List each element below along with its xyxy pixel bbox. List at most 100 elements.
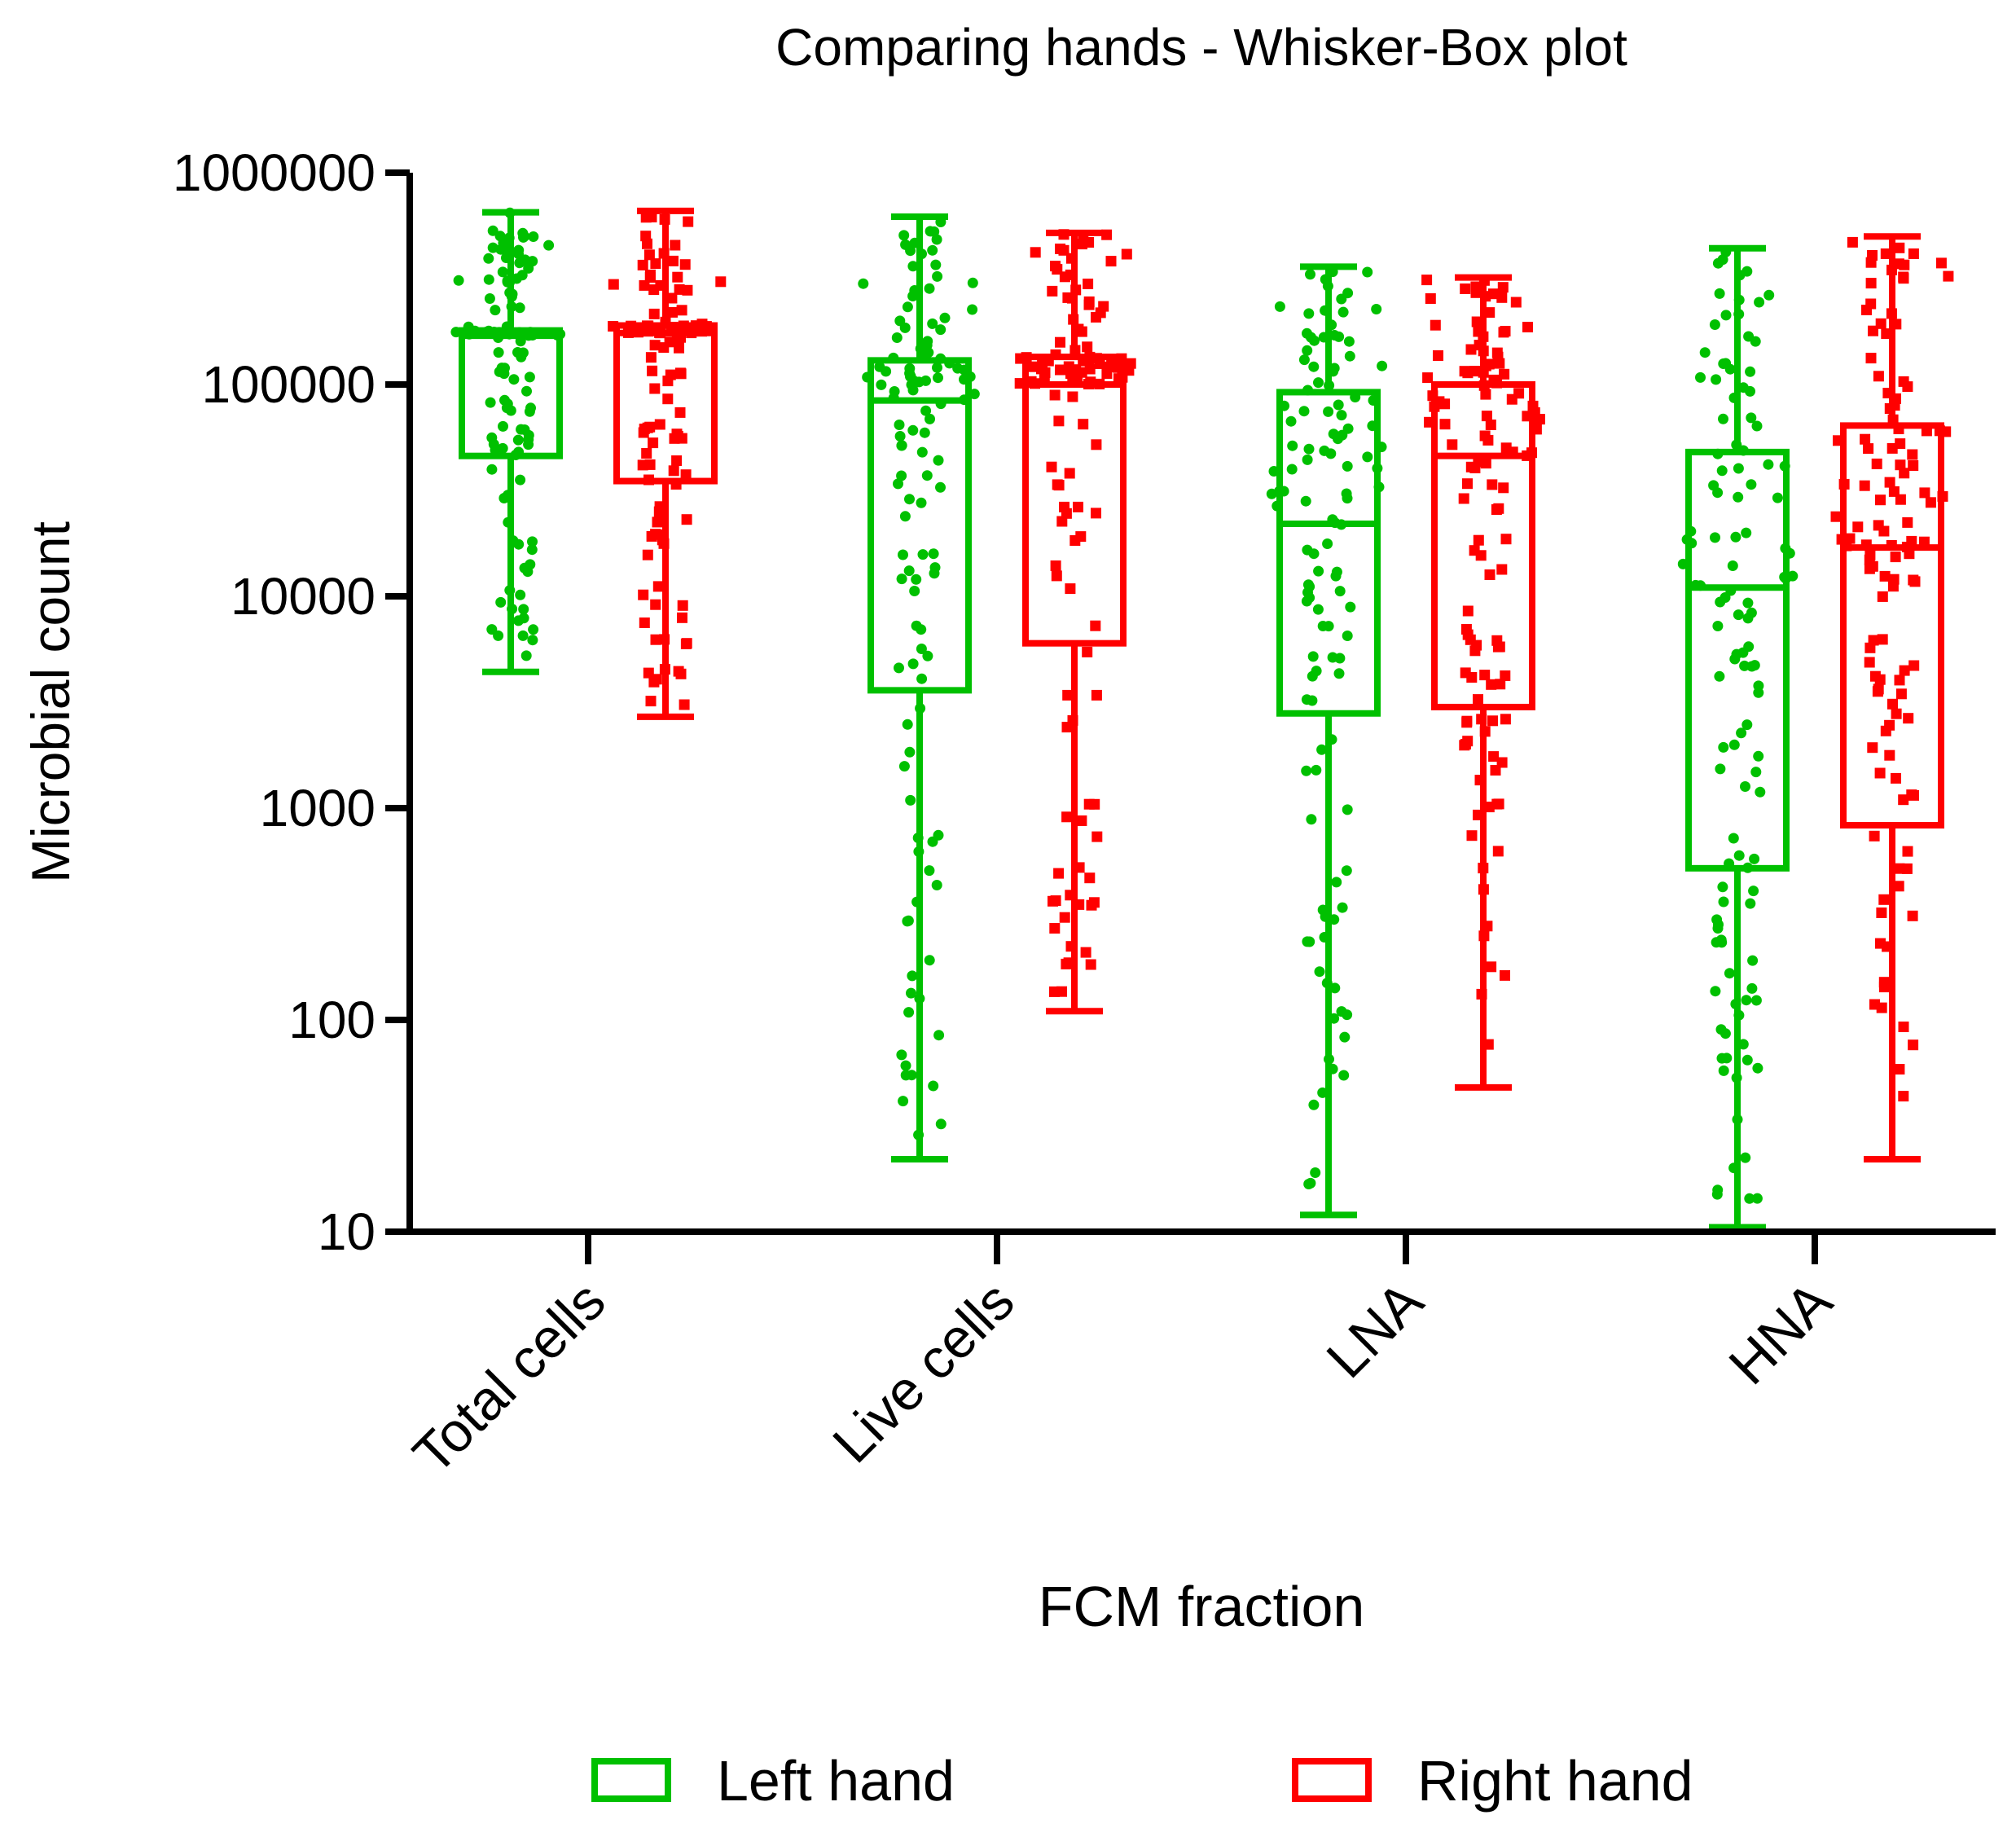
data-point	[1500, 969, 1510, 981]
data-point	[1313, 565, 1324, 577]
box-right-hand-hna	[1830, 233, 1954, 1162]
data-point	[1730, 531, 1741, 543]
data-point	[1313, 377, 1324, 389]
data-point	[1076, 367, 1087, 378]
data-point	[1878, 525, 1890, 537]
data-point	[904, 363, 916, 374]
data-point	[1830, 511, 1842, 522]
data-point	[639, 617, 650, 628]
data-point	[483, 253, 494, 264]
data-point	[646, 212, 657, 222]
data-point	[1716, 465, 1728, 477]
data-point	[931, 234, 942, 245]
data-point	[909, 586, 920, 596]
data-point	[1733, 850, 1745, 861]
iqr-box	[459, 327, 563, 459]
data-point	[933, 1030, 945, 1041]
data-point	[929, 562, 941, 574]
data-point	[521, 385, 532, 397]
data-point	[1742, 597, 1754, 609]
data-point	[925, 226, 936, 237]
data-point	[898, 230, 910, 241]
data-point	[1737, 1039, 1749, 1050]
data-point	[1745, 366, 1756, 377]
data-point	[1864, 642, 1876, 653]
data-point	[1458, 493, 1469, 504]
data-point	[1718, 413, 1728, 424]
data-point	[654, 419, 665, 430]
data-point	[1733, 609, 1744, 621]
data-point	[1908, 1039, 1919, 1051]
legend-label: Right hand	[1417, 1749, 1693, 1813]
data-point	[920, 340, 932, 350]
data-point	[650, 258, 661, 270]
data-point	[1710, 986, 1721, 997]
data-point	[1720, 310, 1732, 321]
data-point	[1753, 750, 1764, 762]
data-point	[1751, 420, 1763, 432]
data-point	[1763, 459, 1774, 470]
data-point	[1266, 488, 1277, 499]
data-point	[502, 398, 513, 410]
data-point	[516, 424, 527, 435]
y-tick-label: 100000	[201, 355, 376, 414]
data-point	[1495, 679, 1506, 690]
data-point	[1753, 687, 1764, 698]
data-point	[906, 987, 916, 999]
data-point	[679, 699, 690, 710]
data-point	[517, 630, 529, 641]
data-point	[893, 478, 903, 490]
data-point	[639, 279, 650, 291]
data-point	[1285, 415, 1297, 427]
data-point	[1342, 460, 1353, 472]
data-point	[916, 446, 928, 458]
data-point	[637, 459, 648, 471]
data-point	[935, 1118, 947, 1130]
data-point	[903, 915, 914, 926]
data-point	[672, 431, 683, 442]
data-point	[523, 439, 534, 450]
data-point	[1062, 689, 1074, 701]
data-point	[1337, 429, 1348, 441]
data-point	[1475, 550, 1487, 561]
legend-label: Left hand	[717, 1749, 955, 1813]
data-point	[1899, 665, 1910, 676]
data-point	[645, 696, 657, 707]
data-point	[1878, 894, 1890, 905]
data-point	[643, 249, 655, 261]
data-point	[1898, 376, 1909, 387]
data-point	[648, 308, 660, 319]
data-point	[1750, 767, 1762, 778]
data-point	[1339, 1031, 1351, 1043]
data-point	[646, 530, 657, 542]
data-point	[933, 455, 944, 466]
data-point	[1877, 634, 1888, 645]
data-point	[674, 283, 685, 295]
data-point	[1714, 670, 1725, 682]
data-point	[898, 549, 908, 560]
data-point	[1898, 271, 1909, 283]
data-point	[1055, 244, 1066, 254]
data-point	[1334, 586, 1346, 597]
data-point	[1469, 645, 1481, 657]
data-point	[1460, 283, 1471, 294]
iqr-box	[1022, 354, 1127, 647]
data-point	[515, 474, 526, 486]
iqr-box	[613, 322, 718, 485]
data-point	[1050, 560, 1061, 571]
data-point	[543, 240, 555, 251]
data-point	[907, 261, 919, 272]
data-point	[894, 662, 904, 674]
data-point	[930, 259, 942, 270]
data-point	[486, 624, 498, 635]
data-point	[1055, 336, 1065, 348]
data-point	[1303, 443, 1315, 455]
data-point	[1077, 239, 1087, 250]
data-point	[1050, 895, 1061, 907]
data-point	[1466, 830, 1478, 842]
data-point	[1763, 289, 1775, 301]
data-point	[1485, 420, 1496, 430]
data-point	[1740, 1152, 1751, 1163]
data-point	[1880, 248, 1891, 259]
data-point	[495, 244, 507, 255]
